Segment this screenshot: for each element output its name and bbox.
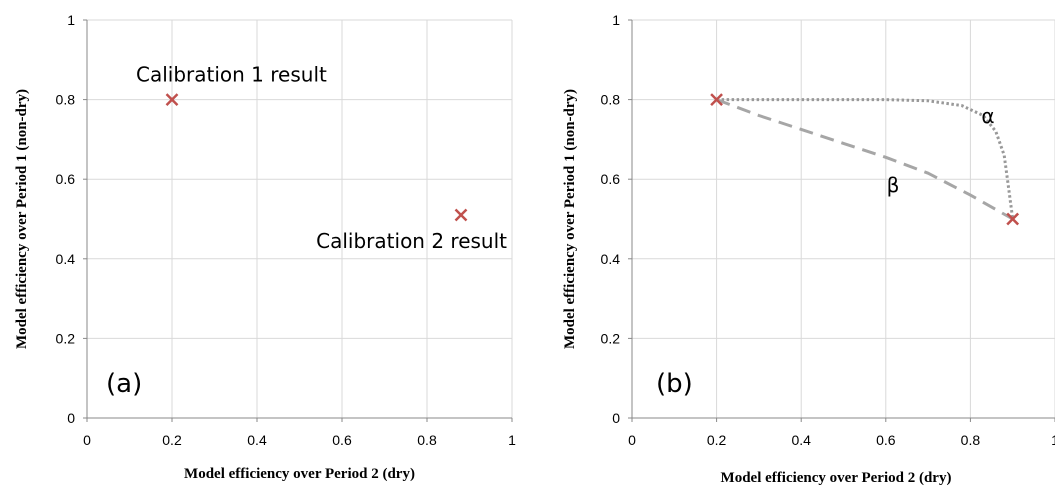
y-tick-label: 0.6 xyxy=(601,171,621,187)
marker-stroke xyxy=(710,93,723,106)
x-tick-label: 0.6 xyxy=(876,432,896,448)
marker-stroke xyxy=(1006,212,1020,226)
x-axis-title: Model efficiency over Period 2 (dry) xyxy=(721,470,952,486)
y-tick-label: 0 xyxy=(612,410,620,426)
point-annotation: Calibration 1 result xyxy=(136,63,327,87)
y-tick-label: 0.8 xyxy=(56,92,76,108)
x-tick-label: 0 xyxy=(83,432,91,448)
panel-label: (a) xyxy=(106,369,142,399)
point-annotation: Calibration 2 result xyxy=(316,229,507,253)
y-axis-title: Model efficiency over Period 1 (non-dry) xyxy=(562,89,578,349)
y-tick-label: 0.2 xyxy=(601,330,621,346)
x-tick-label: 0 xyxy=(628,432,636,448)
y-tick-label: 1 xyxy=(612,12,620,28)
data-point-marker xyxy=(1006,212,1020,226)
x-axis-title: Model efficiency over Period 2 (dry) xyxy=(184,466,415,482)
series-alpha-curve xyxy=(716,98,1015,220)
x-tick-label: 1 xyxy=(508,432,516,448)
x-tick-label: 1 xyxy=(1051,432,1055,448)
series-beta-curve xyxy=(716,98,1014,221)
y-tick-label: 0.4 xyxy=(56,251,76,267)
chart-panel-a: 0 0.2 0.4 0.6 0.8 1 0 0.2 0.4 0.6 0.8 1 Model effici… xyxy=(14,12,516,482)
x-tick-label: 0.8 xyxy=(417,432,437,448)
x-tick-label: 0.2 xyxy=(162,432,182,448)
data-point-marker xyxy=(454,208,468,222)
series-label: α xyxy=(981,104,994,128)
x-tick-label: 0.4 xyxy=(791,432,811,448)
chart-panel-b: 0 0.2 0.4 0.6 0.8 1 0 0.2 0.4 0.6 0.8 1 Model effici… xyxy=(562,12,1055,486)
y-tick-label: 0.8 xyxy=(601,92,621,108)
marker-stroke xyxy=(165,93,179,106)
y-tick-label: 1 xyxy=(67,12,75,28)
x-tick-label: 0.8 xyxy=(961,432,981,448)
y-tick-label: 0.4 xyxy=(601,251,621,267)
series-label: β xyxy=(887,173,900,197)
y-tick-label: 0.6 xyxy=(56,171,76,187)
x-tick-label: 0.6 xyxy=(332,432,352,448)
panel-label: (b) xyxy=(656,369,693,399)
marker-stroke xyxy=(454,208,468,222)
y-tick-label: 0 xyxy=(67,410,75,426)
y-axis-title: Model efficiency over Period 1 (non-dry) xyxy=(14,89,30,349)
x-tick-label: 0.2 xyxy=(707,432,727,448)
y-tick-label: 0.2 xyxy=(56,330,76,346)
data-point-marker xyxy=(710,93,723,106)
data-point-marker xyxy=(165,93,179,106)
x-tick-label: 0.4 xyxy=(247,432,267,448)
